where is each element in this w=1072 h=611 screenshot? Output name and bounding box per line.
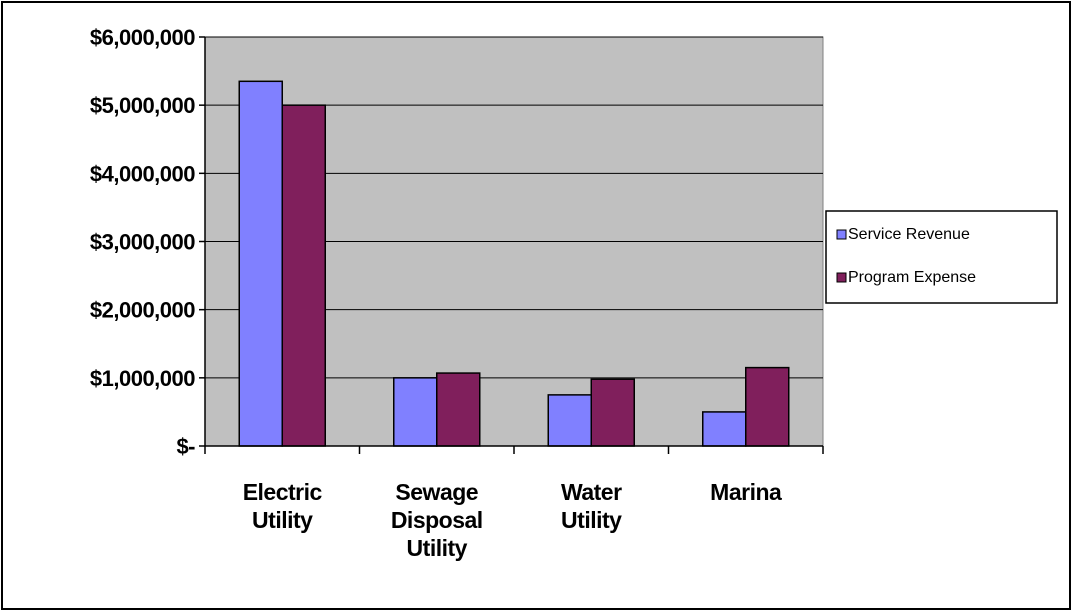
legend-swatch-1 xyxy=(836,272,847,283)
x-category-label: Utility xyxy=(252,507,313,533)
chart-svg: $- $1,000,000 $2,000,000 $3,000,000 $4,000,0… xyxy=(90,25,1058,561)
legend-swatch-0 xyxy=(836,229,847,240)
x-category-label: Utility xyxy=(407,535,468,561)
bar-1-0 xyxy=(393,377,438,447)
legend-entry-label: Service Revenue xyxy=(848,226,970,243)
x-category-label: Marina xyxy=(710,479,782,505)
y-tick-label: $5,000,000 xyxy=(90,93,195,118)
x-category-label: Disposal xyxy=(391,507,483,533)
x-category-label: Sewage xyxy=(395,479,478,505)
x-category-label: Water xyxy=(561,479,622,505)
y-tick-label: $6,000,000 xyxy=(90,25,195,50)
legend-entry-label: Program Expense xyxy=(848,269,976,286)
bar-0-0 xyxy=(238,80,283,447)
y-tick-label: $- xyxy=(176,434,195,459)
x-category-label: Electric xyxy=(243,479,323,505)
bar-3-1 xyxy=(745,366,790,447)
y-tick-label: $2,000,000 xyxy=(90,298,195,323)
bar-0-1 xyxy=(281,104,326,447)
legend-box xyxy=(825,210,1058,304)
bar-3-0 xyxy=(702,411,747,447)
bar-1-1 xyxy=(436,372,481,447)
y-tick-label: $4,000,000 xyxy=(90,161,195,186)
y-tick-label: $1,000,000 xyxy=(90,366,195,391)
bar-2-1 xyxy=(590,378,635,447)
x-category-label: Utility xyxy=(561,507,622,533)
bar-2-0 xyxy=(547,394,592,447)
y-tick-label: $3,000,000 xyxy=(90,230,195,255)
